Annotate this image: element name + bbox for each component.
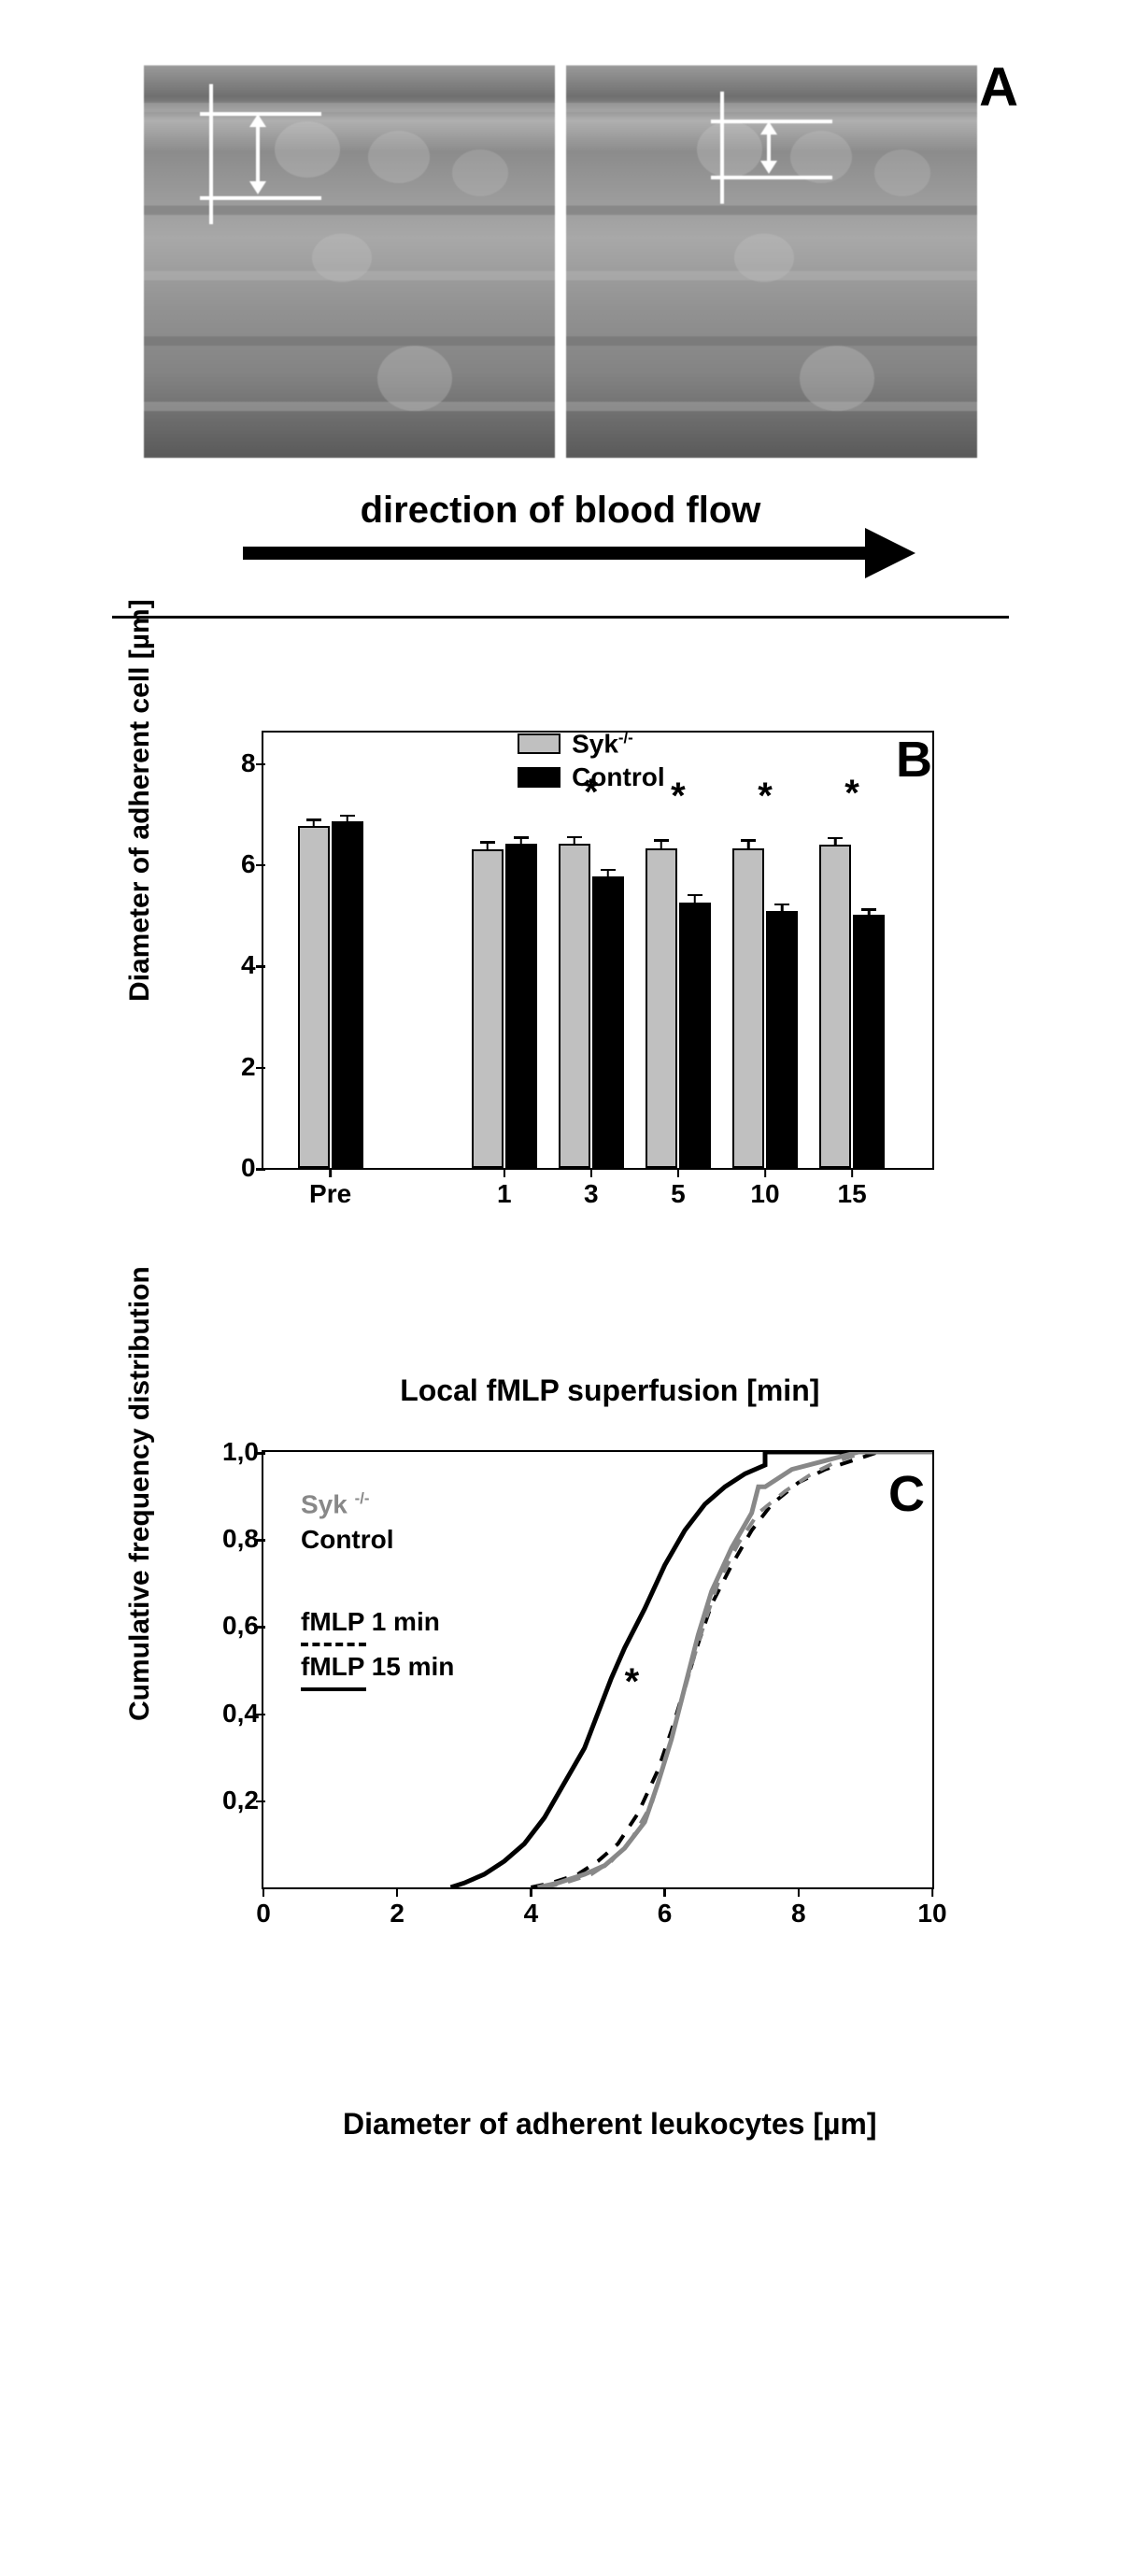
error-bar-icon <box>747 841 750 848</box>
xtick-c: 10 <box>917 1899 946 1928</box>
x-axis-title-c: Diameter of adherent leukocytes [µm] <box>343 2107 876 2142</box>
panel-label-a: A <box>979 56 1018 119</box>
series-line <box>538 1452 932 1887</box>
xtick-b: 5 <box>671 1179 686 1209</box>
bar <box>298 826 330 1168</box>
xtick-b: Pre <box>309 1179 351 1209</box>
error-cap-icon <box>828 837 843 840</box>
panel-a: A direction of blood flow <box>93 65 1028 560</box>
bar <box>766 911 798 1168</box>
significance-marker: * <box>625 1661 640 1703</box>
ytick-b: 4 <box>241 950 263 980</box>
xtick-c: 2 <box>390 1899 404 1928</box>
error-bar-icon <box>607 870 610 876</box>
bar <box>853 915 885 1168</box>
panel-c: C Cumulative frequency distribution Syk … <box>149 1422 972 2020</box>
micrograph-1 <box>144 65 555 458</box>
error-bar-icon <box>834 838 837 845</box>
error-bar-icon <box>487 843 490 849</box>
ytick-c: 0,4 <box>222 1699 263 1729</box>
bar <box>592 876 624 1168</box>
significance-marker: * <box>671 776 686 818</box>
ytick-b: 0 <box>241 1153 263 1183</box>
error-cap-icon <box>774 904 789 906</box>
error-cap-icon <box>340 815 355 818</box>
xtick-b: 15 <box>838 1179 867 1209</box>
ytick-c: 0,6 <box>222 1611 263 1641</box>
panel-divider <box>112 616 1009 619</box>
legend-swatch-icon <box>518 733 560 754</box>
figure: A direction of blood flow B Diameter of … <box>93 65 1028 2020</box>
ytick-c: 0,2 <box>222 1786 263 1815</box>
error-bar-icon <box>694 896 697 903</box>
y-axis-title-c: Cumulative frequency distribution <box>124 1266 156 1721</box>
bar <box>332 821 363 1168</box>
xtick-c: 6 <box>658 1899 673 1928</box>
legend-line-icon <box>301 1687 454 1691</box>
y-axis-title-b: Diameter of adherent cell [µm] <box>124 599 156 1002</box>
error-bar-icon <box>660 841 663 848</box>
legend-line-icon <box>301 1643 454 1646</box>
bar <box>505 844 537 1168</box>
significance-marker: * <box>844 773 859 815</box>
legend-row: Syk -/- <box>301 1489 454 1519</box>
error-cap-icon <box>306 818 321 821</box>
error-cap-icon <box>567 836 582 839</box>
ytick-c: 0,8 <box>222 1524 263 1554</box>
error-cap-icon <box>861 908 876 911</box>
significance-marker: * <box>758 776 773 818</box>
legend-label: Syk-/- <box>572 729 633 759</box>
bar <box>679 903 711 1168</box>
legend-row: Control <box>301 1525 454 1555</box>
ytick-b: 8 <box>241 748 263 778</box>
bar <box>559 844 590 1168</box>
legend-c: Syk -/- Control fMLP 1 min fMLP 15 min <box>301 1489 454 1697</box>
error-bar-icon <box>574 837 576 844</box>
xtick-c: 8 <box>791 1899 806 1928</box>
significance-marker: * <box>584 772 599 814</box>
series-line <box>531 1452 932 1887</box>
bar <box>646 848 677 1168</box>
bar <box>472 849 504 1168</box>
bar <box>732 848 764 1168</box>
ytick-c: 1,0 <box>222 1437 263 1467</box>
flow-arrow-icon <box>243 547 878 560</box>
xtick-c: 0 <box>256 1899 271 1928</box>
xtick-c: 4 <box>524 1899 539 1928</box>
error-cap-icon <box>601 869 616 872</box>
legend-row: Syk-/- <box>518 729 665 759</box>
bar-chart: Syk-/-Control 02468Pre13*5*10*15* <box>262 731 934 1170</box>
error-cap-icon <box>514 836 529 839</box>
error-cap-icon <box>480 841 495 844</box>
xtick-b: 3 <box>584 1179 599 1209</box>
x-axis-title-b: Local fMLP superfusion [min] <box>400 1373 819 1408</box>
ytick-b: 6 <box>241 849 263 879</box>
panel-b: B Diameter of adherent cell [µm] Syk-/-C… <box>149 703 972 1301</box>
xtick-b: 10 <box>750 1179 779 1209</box>
series-line <box>545 1452 932 1887</box>
error-cap-icon <box>688 894 702 897</box>
legend-row: fMLP 1 min <box>301 1607 454 1637</box>
error-cap-icon <box>741 839 756 842</box>
line-chart: Syk -/-ControlfMLP 1 minfMLP 15 min 0,20… <box>262 1450 934 1889</box>
legend-swatch-icon <box>518 767 560 788</box>
micrograph-2 <box>566 65 977 458</box>
micrograph-row <box>93 65 1028 458</box>
xtick-b: 1 <box>497 1179 512 1209</box>
ytick-b: 2 <box>241 1052 263 1082</box>
error-cap-icon <box>654 839 669 842</box>
flow-direction-label: direction of blood flow <box>93 490 1028 532</box>
bar <box>819 845 851 1168</box>
legend-row: fMLP 15 min <box>301 1652 454 1682</box>
